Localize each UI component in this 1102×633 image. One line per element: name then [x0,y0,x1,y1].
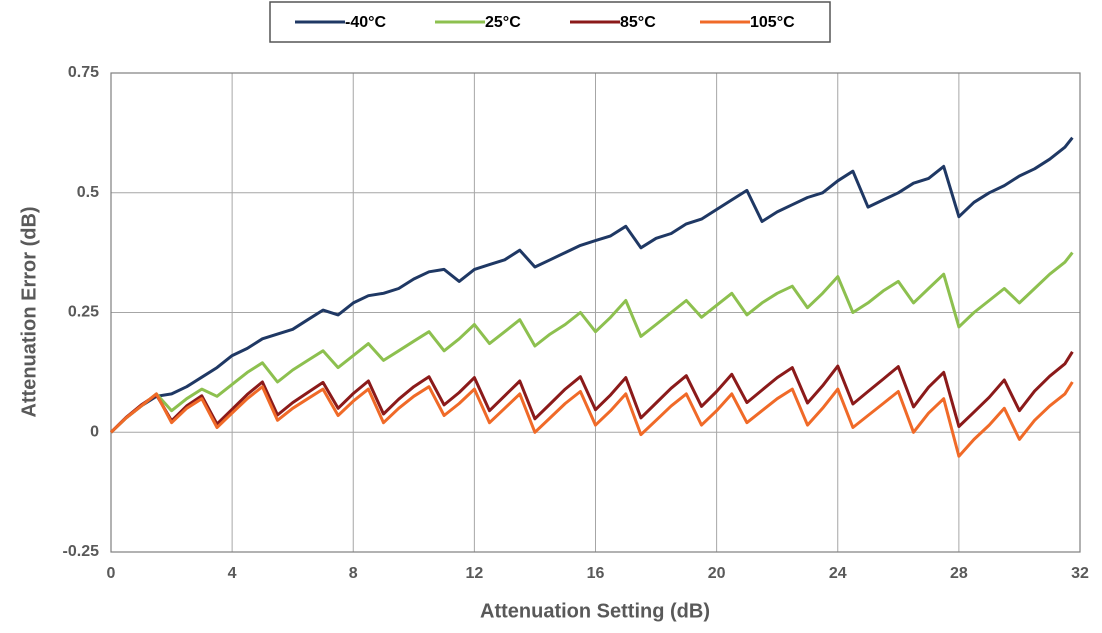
x-tick-label: 4 [228,565,237,582]
y-tick-label: -0.25 [63,543,100,560]
legend-label: 85°C [620,14,656,31]
x-tick-label: 12 [465,565,483,582]
x-tick-label: 8 [349,565,358,582]
plot-border [110,72,1081,553]
series-line [109,251,1074,434]
x-tick-label: 24 [829,565,847,582]
series-line [109,136,1074,434]
x-tick-label: 32 [1071,565,1089,582]
x-tick-label: 0 [107,565,116,582]
y-tick-label: 0.5 [77,184,99,201]
legend-label: 25°C [485,14,521,31]
x-tick-label: 20 [708,565,726,582]
legend-label: 105°C [750,14,795,31]
x-tick-label: 16 [587,565,605,582]
y-tick-label: 0.75 [68,64,99,81]
legend-label: -40°C [345,14,387,31]
series-line [109,351,1074,434]
x-tick-label: 28 [950,565,968,582]
y-tick-label: 0 [90,423,99,440]
y-axis-label: Attenuation Error (dB) [18,206,40,417]
series-line [109,381,1074,458]
x-axis-label: Attenuation Setting (dB) [480,600,710,622]
y-tick-label: 0.25 [68,304,99,321]
